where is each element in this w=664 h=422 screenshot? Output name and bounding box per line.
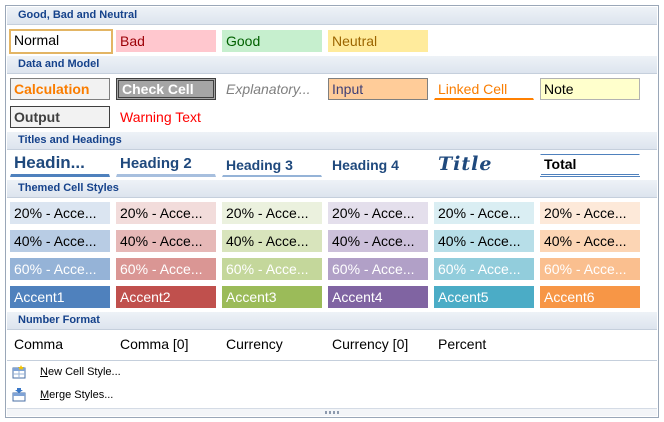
themed-style-1-1[interactable]: 40% - Acce... — [116, 230, 216, 252]
merge-styles-label: erge Styles... — [49, 389, 114, 401]
themed-style-1-0[interactable]: 40% - Acce... — [10, 230, 110, 252]
themed-style-0-1[interactable]: 20% - Acce... — [116, 202, 216, 224]
new-cell-style-label: ew Cell Style... — [47, 366, 121, 378]
themed-style-3-5[interactable]: Accent6 — [540, 286, 640, 308]
style-normal[interactable]: Normal — [9, 29, 113, 54]
section-header-titles-headings: Titles and Headings — [7, 132, 657, 150]
style-total[interactable]: Total — [540, 154, 640, 177]
merge-styles-accelerator: M — [40, 389, 50, 401]
style-warning-text[interactable]: Warning Text — [120, 109, 201, 125]
section-header-themed: Themed Cell Styles — [7, 180, 657, 198]
themed-style-2-4[interactable]: 60% - Acce... — [434, 258, 534, 280]
style-input[interactable]: Input — [328, 78, 428, 100]
style-heading-4[interactable]: Heading 4 — [332, 157, 399, 173]
new-style-icon — [12, 365, 26, 379]
themed-style-0-4[interactable]: 20% - Acce... — [434, 202, 534, 224]
themed-style-3-2[interactable]: Accent3 — [222, 286, 322, 308]
themed-style-3-0[interactable]: Accent1 — [10, 286, 110, 308]
style-check-cell[interactable]: Check Cell — [116, 78, 216, 100]
themed-style-2-3[interactable]: 60% - Acce... — [328, 258, 428, 280]
style-bad[interactable]: Bad — [116, 30, 216, 52]
resize-grip[interactable] — [7, 408, 657, 416]
themed-style-1-2[interactable]: 40% - Acce... — [222, 230, 322, 252]
style-note[interactable]: Note — [540, 78, 640, 100]
section-header-number-format: Number Format — [7, 312, 657, 330]
style-comma[interactable]: Comma — [14, 336, 64, 352]
themed-style-1-4[interactable]: 40% - Acce... — [434, 230, 534, 252]
cell-styles-gallery: Good, Bad and Neutral Normal Bad Good Ne… — [5, 5, 659, 418]
themed-style-0-2[interactable]: 20% - Acce... — [222, 202, 322, 224]
style-currency[interactable]: Currency — [226, 336, 283, 352]
style-neutral[interactable]: Neutral — [328, 30, 428, 52]
themed-style-2-1[interactable]: 60% - Acce... — [116, 258, 216, 280]
merge-styles-icon — [12, 388, 26, 402]
themed-style-1-5[interactable]: 40% - Acce... — [540, 230, 640, 252]
themed-style-3-4[interactable]: Accent5 — [434, 286, 534, 308]
themed-style-0-3[interactable]: 20% - Acce... — [328, 202, 428, 224]
style-title[interactable]: Title — [438, 153, 493, 175]
style-heading-2[interactable]: Heading 2 — [116, 153, 216, 177]
themed-style-0-0[interactable]: 20% - Acce... — [10, 202, 110, 224]
style-currency-0[interactable]: Currency [0] — [332, 336, 409, 352]
merge-styles-button[interactable]: Merge Styles... — [40, 389, 113, 401]
style-output[interactable]: Output — [10, 106, 110, 128]
style-heading-3[interactable]: Heading 3 — [222, 154, 322, 177]
style-heading-1[interactable]: Headin... — [10, 152, 110, 177]
style-good[interactable]: Good — [222, 30, 322, 52]
themed-style-3-1[interactable]: Accent2 — [116, 286, 216, 308]
themed-style-2-0[interactable]: 60% - Acce... — [10, 258, 110, 280]
themed-style-3-3[interactable]: Accent4 — [328, 286, 428, 308]
section-header-good-bad-neutral: Good, Bad and Neutral — [7, 7, 657, 25]
themed-style-2-5[interactable]: 60% - Acce... — [540, 258, 640, 280]
themed-style-1-3[interactable]: 40% - Acce... — [328, 230, 428, 252]
themed-style-0-5[interactable]: 20% - Acce... — [540, 202, 640, 224]
grip-dots-icon — [325, 411, 339, 414]
style-percent[interactable]: Percent — [438, 336, 487, 352]
themed-style-2-2[interactable]: 60% - Acce... — [222, 258, 322, 280]
style-explanatory[interactable]: Explanatory... — [226, 81, 311, 97]
new-cell-style-button[interactable]: New Cell Style... — [40, 366, 121, 378]
actions-divider — [7, 360, 657, 361]
style-linked-cell[interactable]: Linked Cell — [434, 78, 534, 100]
style-comma-0[interactable]: Comma [0] — [120, 336, 189, 352]
section-header-data-model: Data and Model — [7, 56, 657, 74]
style-calculation[interactable]: Calculation — [10, 78, 110, 100]
new-cell-style-accelerator: N — [40, 366, 48, 378]
